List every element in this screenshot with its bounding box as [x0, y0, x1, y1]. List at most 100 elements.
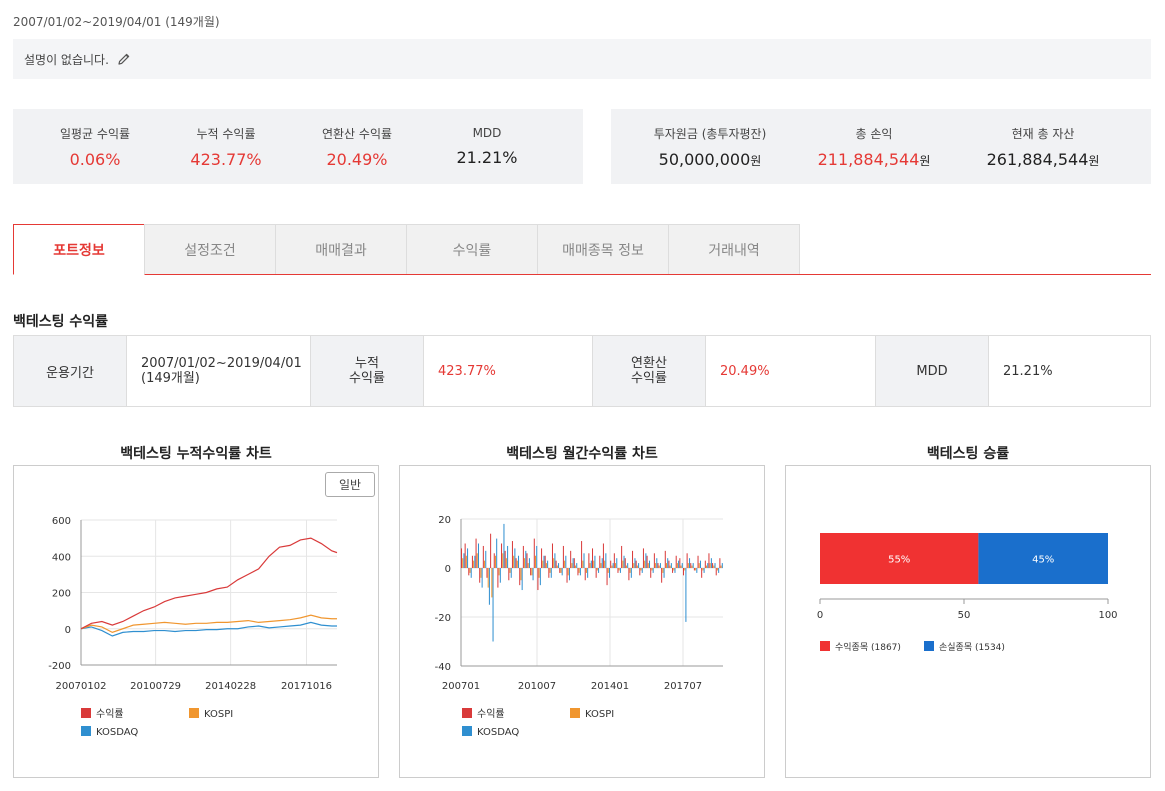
bar-kospi — [629, 568, 631, 573]
bar-returns — [461, 548, 463, 568]
stat-mdd: MDD 21.21% — [437, 126, 537, 167]
bar-kosdaq — [674, 568, 676, 573]
period-line-2: (149개월) — [141, 371, 200, 386]
stat-label: 연환산 수익률 — [321, 126, 393, 141]
bar-kospi — [578, 568, 580, 573]
bar-returns — [581, 541, 583, 568]
tab-trade-history[interactable]: 거래내역 — [668, 224, 800, 274]
pencil-icon[interactable] — [117, 52, 131, 66]
period-line-1: 2007/01/02~2019/04/01 — [141, 356, 302, 371]
bar-kospi — [706, 565, 708, 568]
tab-stock-info[interactable]: 매매종목 정보 — [537, 224, 669, 274]
bar-kospi — [720, 565, 722, 568]
bar-kospi — [673, 568, 675, 571]
normal-scale-button[interactable]: 일반 — [325, 472, 375, 497]
bar-kosdaq — [525, 550, 527, 568]
period-text: 2007/01/02~2019/04/01 (149개월) — [13, 15, 220, 29]
legend-swatch — [189, 708, 199, 718]
stat-value: 0.06% — [69, 149, 121, 169]
bar-returns — [613, 553, 615, 568]
bar-kospi — [545, 563, 547, 568]
bar-returns — [628, 568, 630, 581]
monthly-chart-svg: 20 0 -20 -40 200701 201007 201401 201707 수익률 KOSP… — [435, 515, 723, 738]
y-tick-label: 600 — [52, 516, 71, 527]
tab-returns[interactable]: 수익률 — [406, 224, 538, 274]
bar-kospi — [520, 568, 522, 581]
stat-value: 211,884,544원 — [799, 150, 949, 169]
bar-kospi — [553, 558, 555, 568]
bar-kospi — [695, 568, 697, 571]
bar-kospi — [600, 563, 602, 568]
stat-unit: 원 — [919, 153, 931, 168]
bar-kosdaq — [692, 563, 694, 568]
legend-label: KOSDAQ — [477, 727, 519, 738]
cumulative-header-line-1: 누적 — [355, 356, 379, 371]
stat-label: 투자원금 (총투자평잔) — [653, 126, 767, 141]
bar-kospi — [524, 558, 526, 568]
bar-kospi — [487, 568, 489, 588]
summary-assets: 투자원금 (총투자평잔) 50,000,000원 총 손익 211,884,54… — [611, 109, 1151, 184]
bar-kosdaq — [616, 558, 618, 568]
stat-label: MDD — [472, 126, 502, 140]
bar-returns — [592, 548, 594, 568]
bar-kospi — [564, 560, 566, 568]
y-tick-label: 200 — [52, 589, 71, 600]
tab-trade-results[interactable]: 매매결과 — [275, 224, 407, 274]
legend-label: KOSPI — [585, 709, 614, 720]
bar-returns — [664, 550, 666, 568]
bar-kosdaq — [627, 563, 629, 568]
bar-kospi — [655, 563, 657, 568]
bar-returns — [661, 568, 663, 583]
description-box: 설명이 없습니다. — [13, 39, 1151, 79]
bar-kospi — [618, 568, 620, 571]
bar-kospi — [480, 568, 482, 578]
bar-kosdaq — [499, 568, 501, 583]
bar-kosdaq — [532, 568, 534, 581]
bar-returns — [693, 568, 695, 571]
period-header: 운용기간 — [14, 336, 127, 406]
bar-kosdaq — [492, 568, 494, 642]
bar-returns — [522, 545, 524, 568]
bar-returns — [541, 548, 543, 568]
bar-returns — [675, 555, 677, 568]
bar-returns — [621, 545, 623, 568]
bar-kosdaq — [598, 568, 600, 573]
backtest-info-table: 운용기간 2007/01/02~2019/04/01 (149개월) 누적 수익… — [13, 335, 1151, 407]
x-tick-label: 201007 — [518, 681, 556, 692]
x-tick-label: 0 — [817, 610, 823, 621]
y-tick-label: -200 — [48, 661, 71, 672]
y-tick-label: 0 — [445, 564, 451, 575]
cumulative-chart-svg: 600 400 200 0 -200 20070102 20100729 20140228 20… — [48, 516, 338, 738]
monthly-chart-title: 백테스팅 월간수익률 차트 — [506, 446, 658, 462]
bar-kospi — [549, 568, 551, 573]
bar-returns — [519, 568, 521, 586]
bar-kosdaq — [528, 558, 530, 568]
cumulative-chart: 일반 600 400 200 0 -200 20070102 20100729 2014022… — [13, 465, 379, 778]
bar-kosdaq — [663, 568, 665, 578]
stat-value: 20.49% — [326, 149, 388, 169]
bar-kospi — [473, 560, 475, 568]
bar-returns — [468, 568, 470, 576]
bar-returns — [704, 560, 706, 568]
stat-value: 21.21% — [456, 148, 518, 167]
bar-returns — [515, 558, 517, 568]
bar-returns — [650, 568, 652, 578]
bar-kosdaq — [707, 563, 709, 568]
bar-kospi — [462, 558, 464, 568]
bar-returns — [602, 543, 604, 568]
bar-kosdaq — [601, 558, 603, 568]
tab-port-info[interactable]: 포트정보 — [13, 224, 145, 275]
tab-settings[interactable]: 설정조건 — [144, 224, 276, 274]
winrate-chart: 55% 45% 0 50 100 수익종목 (1867) 손실종목 (1534) — [785, 465, 1151, 778]
bar-kospi — [684, 568, 686, 571]
stat-number: 50,000,000 — [658, 149, 751, 169]
bar-returns — [672, 568, 674, 573]
bar-kosdaq — [608, 568, 610, 578]
bar-kospi — [589, 563, 591, 568]
bar-kosdaq — [619, 568, 621, 573]
bar-kosdaq — [572, 558, 574, 568]
x-tick-label: 200701 — [442, 681, 480, 692]
bar-returns — [690, 563, 692, 568]
bar-kosdaq — [550, 568, 552, 578]
bar-kospi — [698, 563, 700, 568]
